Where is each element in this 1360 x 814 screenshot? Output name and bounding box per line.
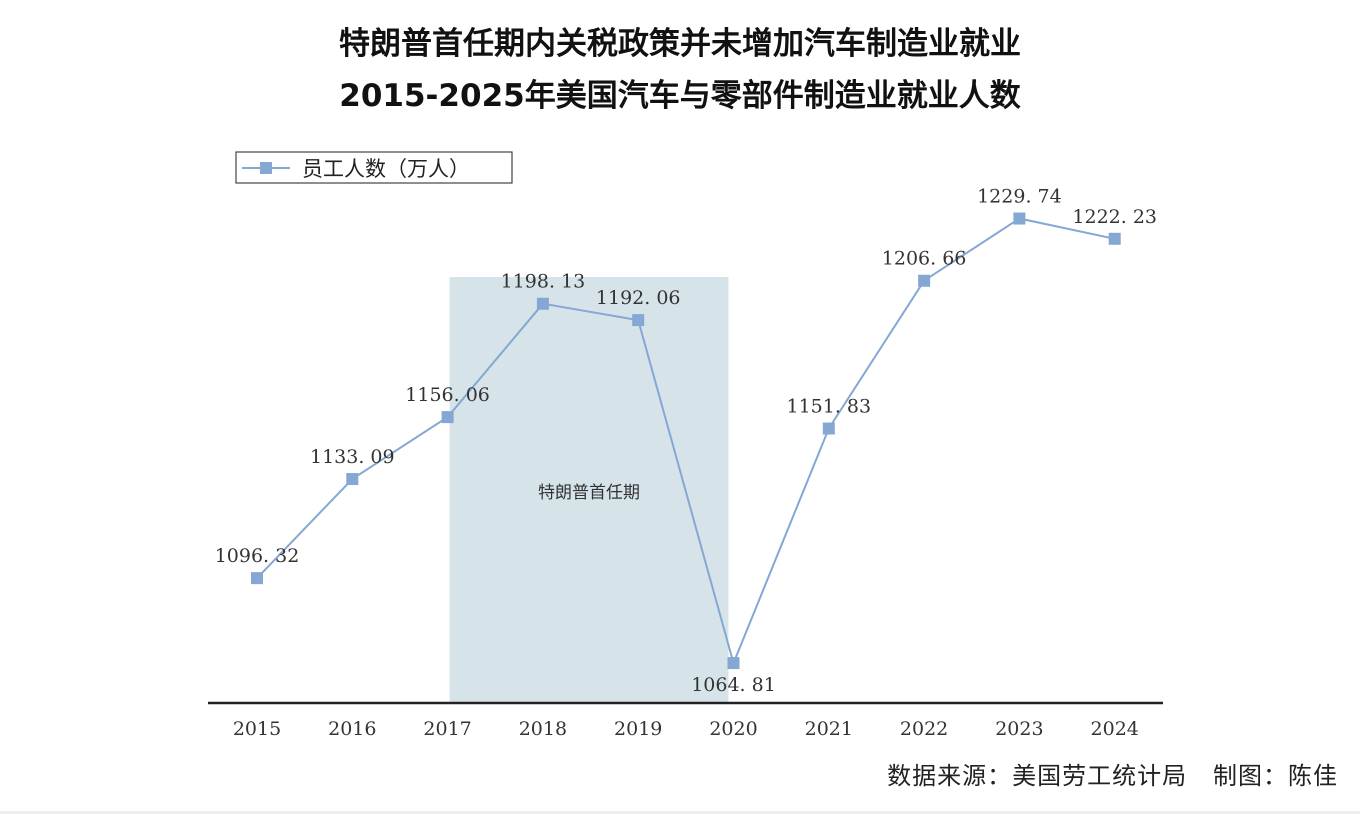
data-point-marker: [536, 297, 549, 310]
x-tick-label: 2020: [709, 718, 757, 740]
chart-title-block: 特朗普首任期内关税政策并未增加汽车制造业就业 2015-2025年美国汽车与零部…: [0, 18, 1360, 122]
legend: 员工人数（万人）: [235, 151, 513, 184]
data-point-marker: [251, 572, 263, 585]
data-point-marker: [632, 314, 645, 327]
data-point-marker: [918, 274, 931, 287]
x-tick-label: 2019: [614, 718, 662, 740]
legend-marker-swatch: [260, 162, 272, 174]
data-point-marker: [1108, 232, 1121, 245]
x-tick-label: 2018: [519, 718, 567, 740]
legend-label: 员工人数（万人）: [302, 157, 470, 181]
data-label: 1064. 81: [691, 674, 776, 696]
data-label: 1151. 83: [786, 396, 871, 418]
chart-subtitle: 2015-2025年美国汽车与零部件制造业就业人数: [339, 78, 1021, 114]
footer-source: 数据来源：美国劳工统计局 制图：陈佳: [887, 756, 1338, 791]
x-tick-label: 2024: [1091, 718, 1139, 740]
shaded-region: [449, 277, 729, 703]
data-point-marker: [346, 473, 359, 486]
data-label-layer: 1096. 32 1133. 09 1156. 06 1198. 13 1192. 06…: [215, 186, 1157, 697]
series-marker-layer: [251, 212, 1121, 670]
x-tick-label: 2021: [805, 718, 853, 740]
bottom-divider: [0, 811, 1360, 814]
series-line: [256, 217, 1115, 667]
series-line-layer: [256, 217, 1115, 667]
data-source-text: 数据来源：美国劳工统计局: [887, 762, 1188, 790]
data-label: 1096. 32: [215, 545, 300, 567]
data-label: 1198. 13: [501, 271, 586, 293]
x-tick-label: 2016: [328, 718, 376, 740]
data-label: 1206. 66: [882, 248, 967, 270]
data-point-marker: [822, 422, 835, 435]
data-point-marker: [1013, 212, 1026, 225]
x-tick-label: 2023: [995, 718, 1043, 740]
chart-title: 特朗普首任期内关税政策并未增加汽车制造业就业: [339, 26, 1021, 62]
data-label: 1133. 09: [310, 446, 395, 468]
data-label: 1222. 23: [1072, 206, 1157, 228]
x-tick-label: 2017: [423, 718, 471, 740]
data-point-marker: [441, 411, 454, 424]
x-tick-label: 2022: [900, 718, 948, 740]
x-axis: 2015 2016 2017 2018 2019 2020 2021 2022 2023 2024: [208, 701, 1163, 740]
data-label: 1192. 06: [596, 287, 681, 309]
chart-credit-text: 制图：陈佳: [1213, 762, 1338, 790]
data-label: 1229. 74: [977, 186, 1062, 208]
data-label: 1156. 06: [405, 384, 490, 406]
x-tick-label: 2015: [233, 718, 281, 740]
shaded-region-label: 特朗普首任期: [538, 483, 640, 503]
data-point-marker: [727, 657, 740, 670]
shaded-region-layer: 特朗普首任期: [449, 277, 729, 703]
